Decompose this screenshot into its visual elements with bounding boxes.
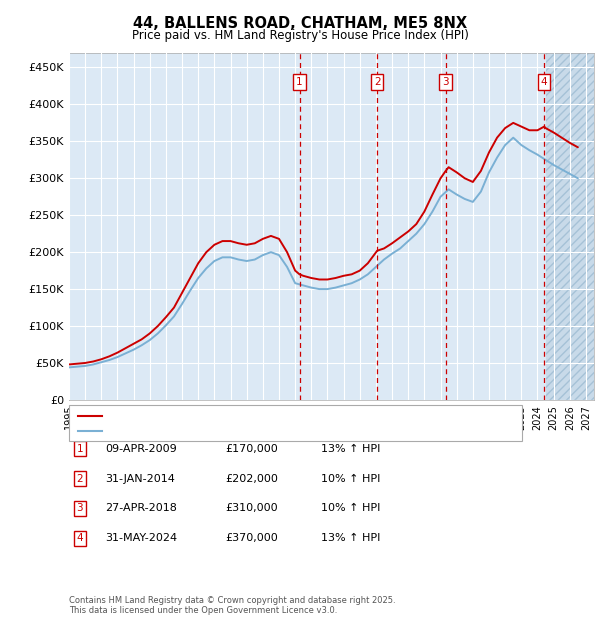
Text: 4: 4 [76,533,83,543]
Text: 13% ↑ HPI: 13% ↑ HPI [321,444,380,454]
Text: 31-JAN-2014: 31-JAN-2014 [105,474,175,484]
Text: 4: 4 [541,78,548,87]
Text: 1: 1 [296,78,303,87]
Text: 10% ↑ HPI: 10% ↑ HPI [321,503,380,513]
Text: 3: 3 [76,503,83,513]
Text: 1: 1 [76,444,83,454]
Text: £370,000: £370,000 [225,533,278,543]
Bar [545,53,594,400]
Text: HPI: Average price, semi-detached house, Medway: HPI: Average price, semi-detached house,… [108,427,361,436]
Text: Price paid vs. HM Land Registry's House Price Index (HPI): Price paid vs. HM Land Registry's House … [131,30,469,42]
Text: 3: 3 [442,78,449,87]
Text: 2: 2 [374,78,380,87]
Text: £310,000: £310,000 [225,503,278,513]
Text: 10% ↑ HPI: 10% ↑ HPI [321,474,380,484]
Text: 13% ↑ HPI: 13% ↑ HPI [321,533,380,543]
Text: 44, BALLENS ROAD, CHATHAM, ME5 8NX: 44, BALLENS ROAD, CHATHAM, ME5 8NX [133,16,467,31]
Text: 27-APR-2018: 27-APR-2018 [105,503,177,513]
Text: £202,000: £202,000 [225,474,278,484]
Text: Contains HM Land Registry data © Crown copyright and database right 2025.
This d: Contains HM Land Registry data © Crown c… [69,596,395,615]
Text: 09-APR-2009: 09-APR-2009 [105,444,177,454]
Text: 2: 2 [76,474,83,484]
Text: 44, BALLENS ROAD, CHATHAM, ME5 8NX (semi-detached house): 44, BALLENS ROAD, CHATHAM, ME5 8NX (semi… [108,411,429,421]
Text: 31-MAY-2024: 31-MAY-2024 [105,533,177,543]
Text: £170,000: £170,000 [225,444,278,454]
